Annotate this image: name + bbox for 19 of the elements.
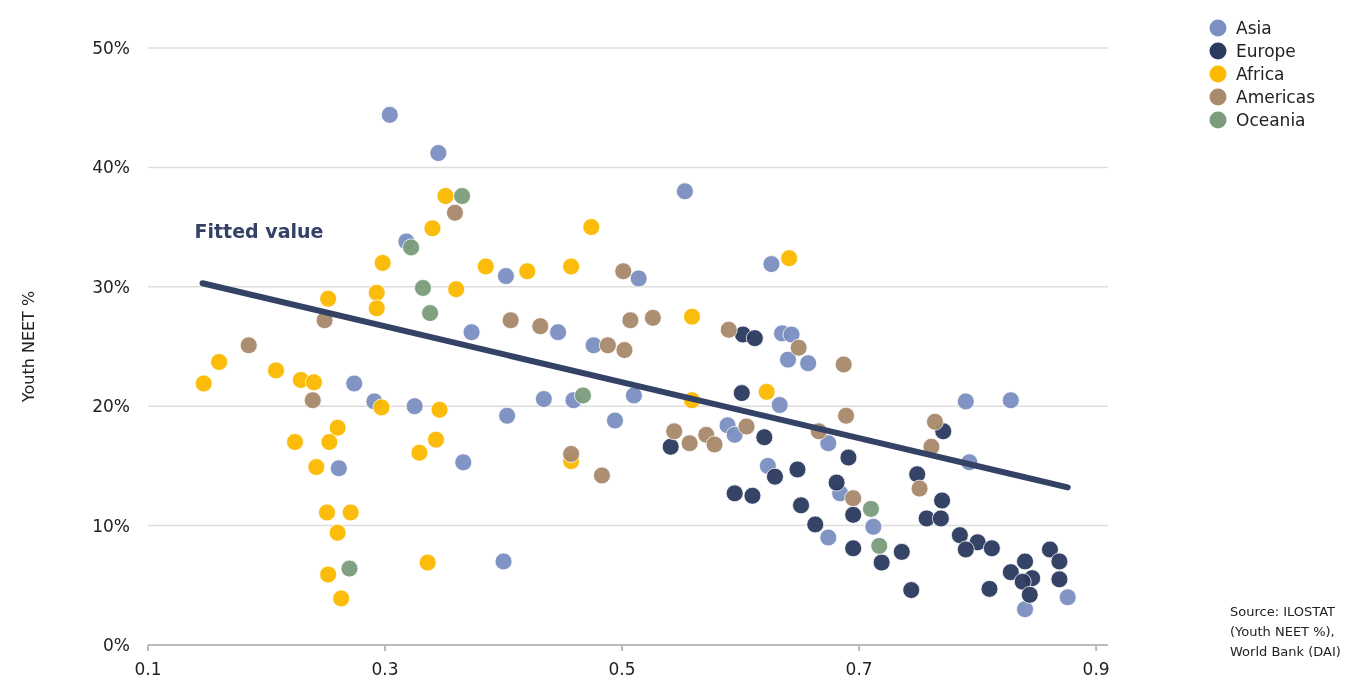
y-tick-label: 0% xyxy=(103,635,130,655)
x-tick-label: 0.5 xyxy=(608,659,636,679)
y-tick-label: 50% xyxy=(92,38,130,58)
legend-label: Oceania xyxy=(1236,110,1306,130)
y-tick-label: 10% xyxy=(92,515,130,536)
y-tick-label: 20% xyxy=(92,396,130,417)
source-note: Source: ILOSTAT (Youth NEET %), World Bank (DAI) xyxy=(1230,604,1341,659)
x-tick-label: 0.1 xyxy=(134,659,162,679)
legend-label: Americas xyxy=(1236,87,1316,107)
x-tick-label: 0.9 xyxy=(1082,659,1110,679)
text: Fitted value xyxy=(194,220,324,243)
legend-label: Africa xyxy=(1236,64,1285,84)
y-axis-title: Youth NEET % xyxy=(19,290,38,404)
legend-label: Europe xyxy=(1236,41,1296,61)
y-tick-label: 30% xyxy=(92,276,130,297)
y-tick-label: 40% xyxy=(92,157,130,178)
legend-label: Asia xyxy=(1236,18,1272,38)
x-tick-label: 0.3 xyxy=(371,659,399,679)
x-tick-label: 0.7 xyxy=(845,659,873,679)
